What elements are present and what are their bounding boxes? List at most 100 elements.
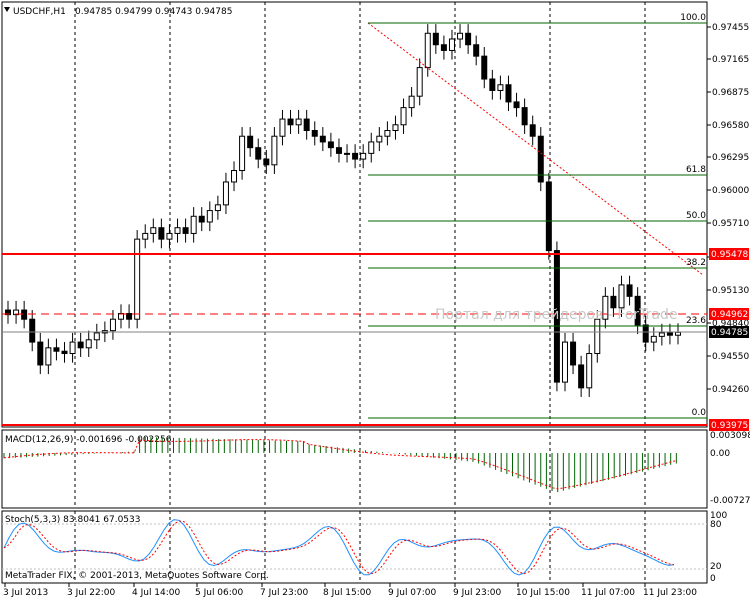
fibonacci-retracement[interactable]: 100.0 61.8 50.0 38.2 23.6 0.0 (367, 13, 707, 419)
stoch-title: Stoch(5,3,3) 83.8041 67.0533 (5, 515, 140, 525)
time-axis-label: 7 Jul 23:00 (260, 588, 309, 598)
price-axis-label: 0.95130 (712, 286, 749, 296)
macd-signal-line (3, 439, 677, 490)
ohlc-values: 0.94785 0.94799 0.94743 0.94785 (75, 7, 232, 17)
chart-header: USDCHF,H1 0.94785 0.94799 0.94743 0.9478… (4, 7, 232, 17)
time-axis-label: 8 Jul 15:00 (323, 588, 372, 598)
candle-body (311, 130, 318, 137)
candle-body (222, 181, 229, 206)
candle-body (368, 141, 375, 154)
candle-body (335, 147, 342, 154)
stoch-axis-0: 0 (710, 574, 716, 584)
price-tags: 0.95478 0.94962 0.94785 0.93975 (709, 248, 749, 431)
candle-body (287, 118, 294, 126)
candle-body (626, 284, 633, 297)
time-axis-label: 9 Jul 23:00 (453, 588, 502, 598)
macd-axis-zero: 0.00 (710, 449, 730, 459)
candle-body (505, 84, 512, 103)
candle-body (408, 95, 415, 109)
watermark-text: Портал для трейдеров - ForTrade (435, 307, 678, 323)
support-price-tag: 0.93975 (711, 421, 748, 431)
candle-body (529, 124, 536, 137)
candle-body (126, 312, 133, 320)
candle-body (392, 124, 399, 132)
macd-pane[interactable] (1, 429, 708, 509)
price-axis-label: 0.95710 (712, 219, 749, 229)
candle-body (279, 118, 286, 137)
candle-body (295, 118, 302, 126)
candle-body (109, 318, 116, 332)
price-axis-label: 0.94260 (712, 385, 749, 395)
candle-body (231, 170, 238, 183)
stoch-axis-100: 100 (710, 511, 727, 521)
time-axis-label: 11 Jul 23:00 (643, 588, 697, 598)
candle-body (586, 353, 593, 389)
fib-label-100: 100.0 (680, 13, 706, 23)
fib-label-23-6: 23.6 (686, 316, 706, 326)
candle-body (360, 152, 367, 160)
candle-body (344, 152, 351, 155)
candle-body (53, 347, 60, 352)
resistance-price-tag-bg (709, 248, 749, 260)
candle-body (675, 331, 681, 336)
candle-body (497, 84, 504, 91)
candle-body (45, 347, 52, 366)
price-axis-label: 0.94550 (712, 352, 749, 362)
fib-label-50: 50.0 (686, 211, 706, 221)
macd-title: MACD(12,26,9) -0.001696 -0.002256 (5, 435, 172, 445)
candle-body (400, 107, 407, 126)
candle-body (384, 130, 391, 137)
dropdown-triangle-icon[interactable] (4, 7, 10, 12)
fib-label-38-2: 38.2 (686, 258, 706, 268)
stoch-axis-20: 20 (710, 562, 722, 572)
candle-body (570, 341, 577, 366)
candle-body (166, 232, 173, 240)
price-axis-label: 0.96580 (712, 121, 749, 131)
candle-body (561, 341, 568, 383)
candle-body (118, 312, 125, 320)
candle-body (182, 227, 189, 234)
candle-body (416, 67, 423, 97)
price-pane[interactable] (1, 1, 708, 428)
current-price-tag-bg (709, 326, 749, 338)
copyright-text: MetaTrader FIX, © 2001-2013, MetaQuotes … (5, 571, 269, 581)
dashed-level-price-tag-bg (709, 308, 749, 320)
candle-body (85, 339, 92, 349)
candle-body (658, 332, 665, 337)
candle-body (69, 341, 76, 355)
candle-body (150, 227, 157, 234)
resistance-price-tag: 0.95478 (711, 250, 748, 260)
price-axis-label: 0.96000 (712, 186, 749, 196)
fib-label-61-8: 61.8 (686, 165, 706, 175)
candle-body (61, 350, 68, 355)
candle-body (263, 158, 270, 166)
stoch-main-line (3, 519, 675, 576)
time-axis-label: 11 Jul 07:00 (581, 588, 635, 598)
candle-body (239, 135, 246, 172)
candle-body (29, 318, 36, 343)
fib-label-0: 0.0 (692, 408, 707, 418)
time-axis-label: 4 Jul 14:00 (132, 588, 181, 598)
macd-axis-top: 0.003098 (710, 431, 750, 441)
candle-body (642, 324, 649, 343)
price-axis[interactable]: 0.97455 0.97165 0.96875 0.96580 0.96295 0.960… (707, 23, 749, 395)
time-axis[interactable]: 3 Jul 2013 3 Jul 22:00 4 Jul 14:00 5 Jul 06… (3, 583, 697, 598)
candle-body (376, 135, 383, 143)
support-price-tag-bg (709, 419, 749, 431)
candle-body (214, 204, 221, 212)
price-axis-label: 0.96875 (712, 88, 749, 98)
stoch-signal-line (3, 520, 675, 575)
candle-body (5, 309, 11, 316)
candle-body (247, 135, 254, 149)
fib-trend-line (367, 22, 704, 276)
time-axis-label: 3 Jul 22:00 (67, 588, 116, 598)
candle-body (432, 32, 439, 46)
time-axis-label: 5 Jul 06:00 (195, 588, 244, 598)
current-price-tag: 0.94785 (711, 328, 748, 338)
candle-body (545, 181, 552, 252)
candle-body (319, 135, 326, 143)
candle-body (93, 332, 100, 341)
stoch-pane[interactable] (1, 510, 708, 584)
candle-body (457, 32, 464, 40)
